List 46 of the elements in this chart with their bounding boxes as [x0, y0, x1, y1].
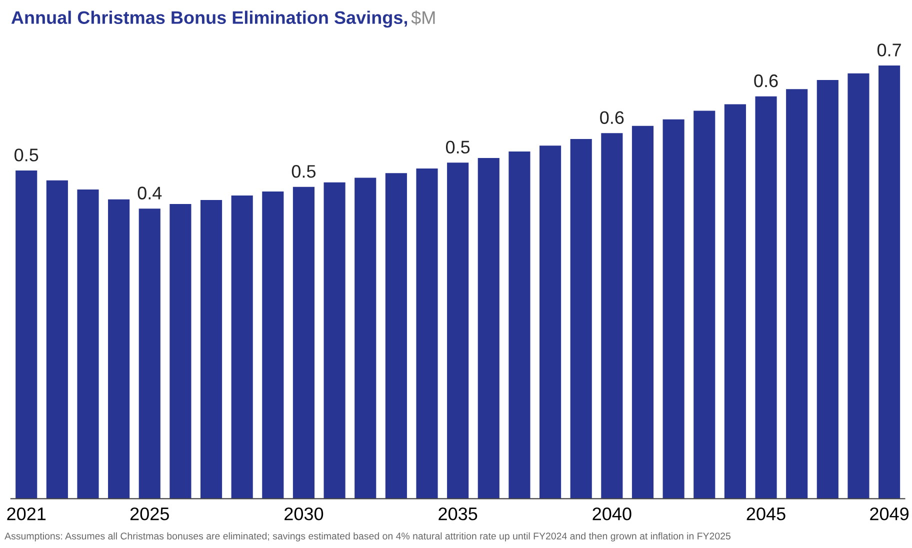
data-label: 0.5: [446, 140, 470, 154]
bar: [601, 133, 623, 499]
x-tick-label: 2040: [592, 507, 632, 520]
bar: [786, 89, 808, 499]
chart-subtitle: $M: [411, 10, 435, 26]
bar: [539, 146, 562, 499]
bar: [724, 104, 746, 499]
data-label: 0.4: [138, 186, 162, 200]
x-tick-label: 2045: [746, 507, 786, 520]
bar: [385, 173, 407, 499]
bar: [848, 73, 870, 499]
data-label: 0.6: [754, 74, 778, 88]
bar: [816, 80, 838, 499]
bar: [447, 162, 469, 499]
data-label: 0.6: [600, 111, 624, 124]
bar: [292, 186, 315, 499]
bar: [46, 180, 68, 499]
bar: [570, 139, 592, 499]
bar: [878, 66, 900, 499]
x-tick-label: 2049: [870, 507, 909, 520]
x-tick-label: 2035: [438, 507, 478, 520]
bar: [694, 110, 716, 499]
bar: [262, 192, 284, 499]
data-label: 0.5: [14, 148, 38, 162]
bar: [138, 208, 160, 499]
data-label: 0.5: [292, 165, 316, 178]
bar: [200, 200, 222, 499]
x-tick-label: 2025: [130, 507, 169, 520]
bar: [755, 96, 777, 499]
bar: [632, 126, 654, 499]
bar: [108, 199, 130, 499]
text: Assumptions: Assumes all Christmas bonuses are eliminated; savings estimated based on 4% natural attrition rate up until FY2024 and then grown at inflation in FY2025: [4, 532, 730, 542]
bar: [170, 204, 192, 499]
bar: [231, 195, 253, 499]
bar: [354, 178, 376, 499]
bar: [77, 190, 99, 499]
bar: [662, 119, 684, 499]
bar: [16, 170, 38, 499]
chart-title: Annual Christmas Bonus Elimination Savings,: [11, 10, 408, 28]
bar: [324, 182, 346, 499]
bar: [508, 151, 530, 499]
bar: [416, 168, 438, 499]
x-tick-label: 2030: [284, 507, 324, 520]
data-label: 0.7: [877, 44, 901, 56]
x-tick-label: 2021: [7, 507, 46, 520]
bar: [478, 158, 500, 499]
